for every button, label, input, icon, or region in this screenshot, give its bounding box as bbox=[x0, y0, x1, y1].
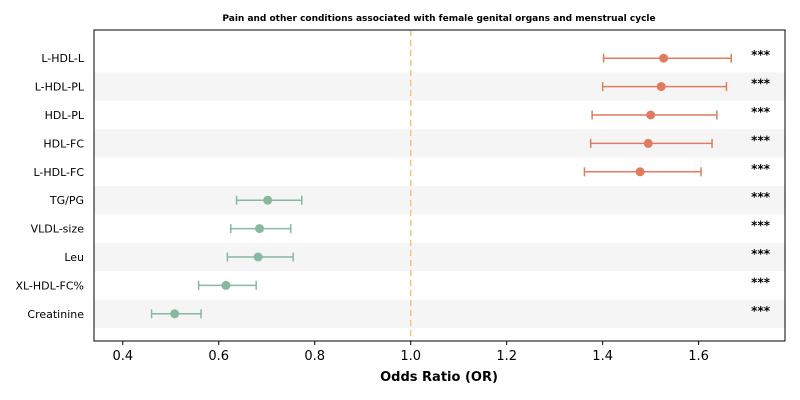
x-axis-label: Odds Ratio (OR) bbox=[380, 370, 498, 385]
y-tick-label: L-HDL-L bbox=[41, 52, 85, 65]
x-tick-label: 1.2 bbox=[496, 349, 517, 364]
x-tick-label: 1.6 bbox=[688, 349, 709, 364]
x-tick-label: 0.6 bbox=[208, 349, 229, 364]
y-tick-label: TG/PG bbox=[49, 194, 84, 207]
significance-label: *** bbox=[751, 48, 771, 62]
significance-label: *** bbox=[751, 77, 771, 91]
significance-label: *** bbox=[751, 133, 771, 147]
y-tick-label: HDL-PL bbox=[45, 109, 85, 122]
or-point bbox=[221, 280, 231, 290]
significance-label: *** bbox=[751, 105, 771, 119]
y-tick-label: HDL-FC bbox=[43, 137, 84, 150]
y-tick-label: VLDL-size bbox=[31, 223, 85, 236]
x-tick-label: 1.4 bbox=[592, 349, 613, 364]
row-band bbox=[94, 186, 785, 215]
x-tick-label: 1.0 bbox=[400, 349, 421, 364]
or-point bbox=[263, 195, 273, 205]
row-band bbox=[94, 299, 785, 328]
significance-label: *** bbox=[751, 304, 771, 318]
significance-label: *** bbox=[751, 275, 771, 289]
or-point bbox=[643, 138, 653, 148]
or-point bbox=[656, 82, 666, 92]
y-tick-label: Leu bbox=[64, 251, 84, 264]
x-tick-label: 0.4 bbox=[112, 349, 133, 364]
significance-markers: *** *** *** *** *** *** *** *** *** *** bbox=[751, 48, 771, 318]
significance-label: *** bbox=[751, 190, 771, 204]
or-point bbox=[635, 167, 645, 177]
y-tick-label: XL-HDL-FC% bbox=[15, 279, 84, 292]
or-point bbox=[646, 110, 656, 120]
or-point bbox=[253, 252, 263, 262]
or-point bbox=[659, 53, 669, 63]
chart-title: Pain and other conditions associated wit… bbox=[222, 14, 655, 24]
point-estimates bbox=[170, 53, 669, 319]
y-tick-label: Creatinine bbox=[27, 308, 84, 321]
x-axis-ticks: 0.4 0.6 0.8 1.0 1.2 1.4 1.6 bbox=[112, 341, 709, 364]
significance-label: *** bbox=[751, 219, 771, 233]
y-axis-labels: L-HDL-L L-HDL-PL HDL-PL HDL-FC L-HDL-FC TG/PG… bbox=[15, 52, 84, 321]
significance-label: *** bbox=[751, 247, 771, 261]
row-band bbox=[94, 242, 785, 272]
x-tick-label: 0.8 bbox=[304, 349, 325, 364]
or-point bbox=[170, 309, 180, 319]
significance-label: *** bbox=[751, 162, 771, 176]
or-point bbox=[255, 224, 265, 234]
row-bands bbox=[94, 72, 785, 328]
y-tick-label: L-HDL-FC bbox=[33, 166, 84, 179]
plot-frame bbox=[93, 29, 786, 342]
y-tick-label: L-HDL-PL bbox=[35, 81, 85, 94]
